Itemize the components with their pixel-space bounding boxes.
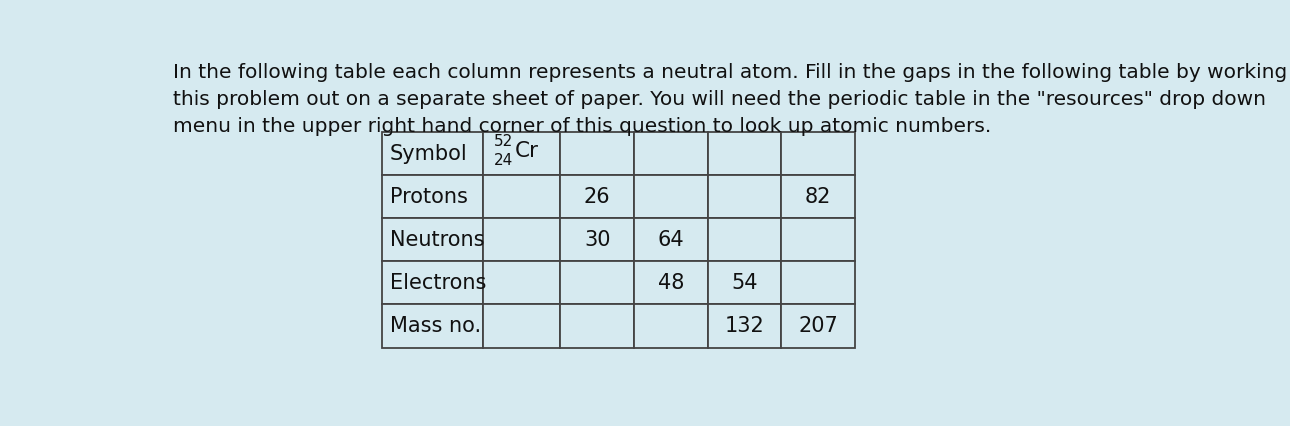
Bar	[382, 175, 482, 218]
Bar	[633, 132, 708, 175]
Text: 82: 82	[805, 187, 831, 207]
Text: 52: 52	[494, 134, 513, 149]
Bar	[382, 261, 482, 305]
Bar	[708, 305, 782, 348]
Bar	[633, 175, 708, 218]
Bar	[382, 305, 482, 348]
Bar	[633, 218, 708, 261]
Text: Neutrons: Neutrons	[390, 230, 484, 250]
Text: 48: 48	[658, 273, 684, 293]
Bar	[560, 132, 633, 175]
Bar	[482, 305, 560, 348]
Bar	[708, 261, 782, 305]
Bar	[782, 218, 855, 261]
Text: Symbol: Symbol	[390, 144, 467, 164]
Text: 24: 24	[494, 153, 513, 168]
Bar	[382, 132, 482, 175]
Bar	[782, 175, 855, 218]
Bar	[633, 261, 708, 305]
Bar	[482, 261, 560, 305]
Text: 54: 54	[731, 273, 757, 293]
Bar	[782, 261, 855, 305]
Text: 132: 132	[725, 316, 764, 336]
Bar	[560, 261, 633, 305]
Bar	[708, 132, 782, 175]
Text: Cr: Cr	[515, 141, 539, 161]
Bar	[633, 305, 708, 348]
Bar	[782, 132, 855, 175]
Bar	[560, 175, 633, 218]
Text: Electrons: Electrons	[390, 273, 486, 293]
Text: 207: 207	[799, 316, 838, 336]
Bar	[482, 132, 560, 175]
Bar	[482, 175, 560, 218]
Text: 64: 64	[658, 230, 684, 250]
Bar	[560, 305, 633, 348]
Text: Mass no.: Mass no.	[390, 316, 481, 336]
Bar	[482, 218, 560, 261]
Bar	[382, 218, 482, 261]
Bar	[708, 218, 782, 261]
Bar	[782, 305, 855, 348]
Bar	[560, 218, 633, 261]
Text: In the following table each column represents a neutral atom. Fill in the gaps i: In the following table each column repre…	[173, 63, 1287, 136]
Text: Protons: Protons	[390, 187, 468, 207]
Text: 30: 30	[584, 230, 610, 250]
Bar	[708, 175, 782, 218]
Text: 26: 26	[584, 187, 610, 207]
